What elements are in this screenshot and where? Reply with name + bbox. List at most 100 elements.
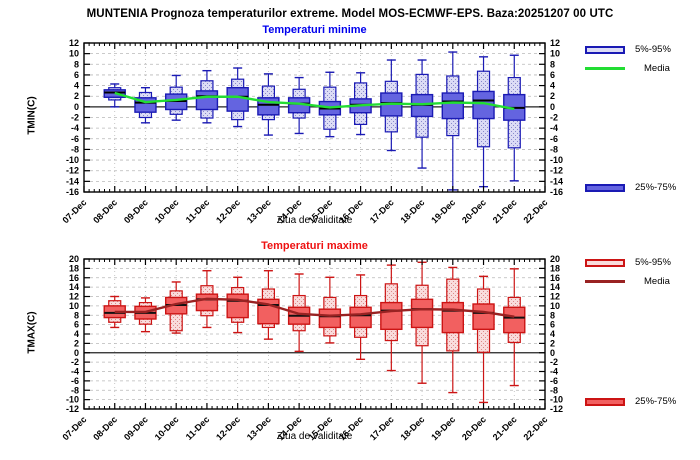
svg-text:-6: -6 — [71, 376, 79, 386]
svg-text:4: 4 — [550, 329, 555, 339]
box-whisker-18-Dec — [410, 261, 434, 384]
svg-text:4: 4 — [74, 329, 79, 339]
svg-text:12: 12 — [550, 38, 560, 48]
svg-text:-16: -16 — [550, 187, 563, 197]
svg-text:2: 2 — [550, 91, 555, 101]
box-whisker-21-Dec — [503, 54, 526, 182]
svg-text:6: 6 — [74, 320, 79, 330]
svg-text:18: 18 — [550, 263, 560, 273]
legend-label-25-75: 25%-75% — [635, 396, 677, 407]
legend-label-media: Media — [644, 276, 670, 287]
svg-text:10: 10 — [69, 301, 79, 311]
svg-text:12: 12 — [69, 38, 79, 48]
svg-text:8: 8 — [550, 310, 555, 320]
box-whisker-21-Dec — [503, 268, 526, 387]
svg-text:8: 8 — [74, 310, 79, 320]
box-whisker-18-Dec — [410, 59, 434, 169]
svg-text:-8: -8 — [550, 385, 558, 395]
svg-text:-2: -2 — [71, 357, 79, 367]
svg-text:-10: -10 — [66, 155, 79, 165]
svg-text:2: 2 — [74, 338, 79, 348]
svg-text:-4: -4 — [550, 367, 558, 377]
box-whisker-16-Dec — [349, 274, 372, 361]
range-5-95-swatch — [585, 45, 625, 54]
box-whisker-17-Dec — [380, 59, 403, 152]
svg-text:16: 16 — [69, 273, 79, 283]
svg-text:12: 12 — [69, 292, 79, 302]
box-whisker-10-Dec — [164, 74, 188, 121]
svg-text:6: 6 — [74, 70, 79, 80]
svg-text:14: 14 — [550, 282, 560, 292]
box-25-75-swatch — [585, 397, 625, 406]
box-whisker-09-Dec — [134, 297, 157, 333]
svg-text:-14: -14 — [550, 176, 563, 186]
svg-text:10: 10 — [69, 49, 79, 59]
box-whisker-20-Dec — [472, 56, 495, 188]
box-whisker-20-Dec — [472, 275, 495, 404]
svg-text:-8: -8 — [71, 385, 79, 395]
svg-text:-10: -10 — [550, 155, 563, 165]
svg-text:8: 8 — [550, 59, 555, 69]
box-whisker-15-Dec — [318, 71, 342, 138]
svg-text:16: 16 — [550, 273, 560, 283]
svg-text:0: 0 — [74, 348, 79, 358]
box-whisker-17-Dec — [380, 264, 403, 372]
legend-row-media-tmin: Media — [585, 63, 670, 74]
svg-text:6: 6 — [550, 320, 555, 330]
box-whisker-12-Dec — [226, 67, 249, 128]
x-axis-label-top: Ziua de validitate — [276, 215, 353, 226]
svg-text:12: 12 — [550, 292, 560, 302]
box-whisker-13-Dec — [257, 73, 280, 136]
svg-text:20: 20 — [550, 254, 560, 264]
legend-row-box-tmin: 25%-75% — [585, 182, 676, 193]
svg-text:4: 4 — [74, 81, 79, 91]
x-axis-label-bottom: Ziua de validitate — [276, 431, 353, 442]
svg-text:10: 10 — [550, 301, 560, 311]
media-line-swatch — [585, 280, 625, 283]
svg-text:-8: -8 — [71, 144, 79, 154]
svg-text:6: 6 — [550, 70, 555, 80]
svg-text:-12: -12 — [66, 404, 79, 414]
legend-row-range-tmin: 5%-95% — [585, 44, 671, 55]
box-whisker-19-Dec — [441, 266, 464, 394]
legend-row-box-tmax: 25%-75% — [585, 396, 676, 407]
svg-text:0: 0 — [550, 348, 555, 358]
svg-text:2: 2 — [550, 338, 555, 348]
legend-label-25-75: 25%-75% — [635, 182, 677, 193]
media-line-swatch — [585, 67, 625, 70]
boxplot-chart-1: -12 -12-10 -10-8 -8-6 -6-4 -4-2 -20 02 24 46 68 810… — [60, 254, 563, 442]
svg-text:4: 4 — [550, 81, 555, 91]
box-whisker-19-Dec — [441, 51, 464, 191]
box-25-75-swatch — [585, 183, 625, 192]
svg-text:-12: -12 — [550, 166, 563, 176]
svg-text:-4: -4 — [550, 123, 558, 133]
svg-text:20: 20 — [69, 254, 79, 264]
range-5-95-swatch — [585, 258, 625, 267]
box-whisker-14-Dec — [287, 76, 311, 135]
svg-text:-2: -2 — [550, 357, 558, 367]
chart-title-tmin: Temperaturi minime — [262, 24, 367, 36]
svg-text:-16: -16 — [66, 187, 79, 197]
legend-row-media-tmax: Media — [585, 276, 670, 287]
svg-text:8: 8 — [74, 59, 79, 69]
svg-text:-12: -12 — [550, 404, 563, 414]
svg-text:14: 14 — [69, 282, 79, 292]
page-title: MUNTENIA Prognoza temperaturilor extreme… — [86, 8, 614, 20]
svg-text:-14: -14 — [66, 176, 79, 186]
boxplot-chart-0: -16 -16-14 -14-12 -12-10 -10-8 -8-6 -6-4 -4-2 -2… — [60, 38, 563, 225]
y-axis-label-tmax: TMAX(C) — [26, 311, 38, 354]
legend-label-5-95: 5%-95% — [635, 257, 671, 268]
svg-text:-8: -8 — [550, 144, 558, 154]
svg-text:0: 0 — [74, 102, 79, 112]
legend-row-range-tmax: 5%-95% — [585, 257, 671, 268]
svg-text:18: 18 — [69, 263, 79, 273]
svg-text:0: 0 — [550, 102, 555, 112]
svg-text:-4: -4 — [71, 367, 79, 377]
mean-line — [114, 297, 515, 318]
svg-text:-6: -6 — [550, 134, 558, 144]
legend-label-media: Media — [644, 63, 670, 74]
svg-text:-6: -6 — [71, 134, 79, 144]
svg-text:-12: -12 — [66, 166, 79, 176]
